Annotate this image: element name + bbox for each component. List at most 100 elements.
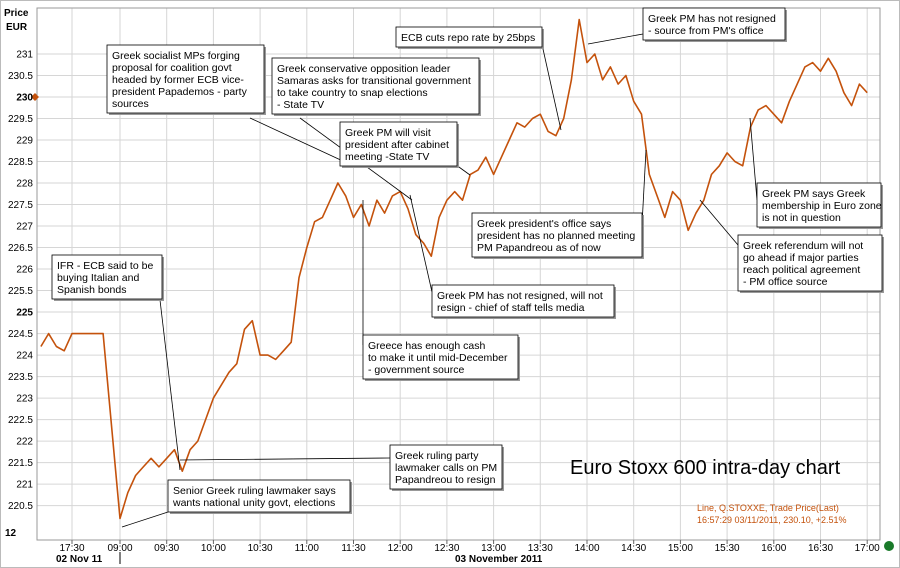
info-text: 16:57:29 03/11/2011, 230.10, +2.51% [697, 515, 847, 525]
y-tick-label: 230 [16, 93, 33, 104]
price-line [40, 18, 868, 520]
current-price-marker [31, 93, 39, 101]
annotation-text: is not in question [762, 212, 841, 224]
annotation-text: wants national unity govt, elections [172, 497, 335, 509]
y-tick-label: 228 [16, 179, 33, 190]
annotation-leader [409, 194, 433, 293]
annotation-box [339, 121, 458, 167]
y-tick-label: 228.5 [8, 157, 33, 168]
annotation-text: headed by former ECB vice- [112, 74, 244, 86]
x-tick-label: 09:30 [154, 543, 179, 554]
annotation-text: reach political agreement [743, 264, 860, 276]
x-tick-label: 17:30 [59, 543, 84, 554]
y-tick-label: 221.5 [8, 458, 33, 469]
annotation-text: proposal for coalition govt [112, 62, 232, 74]
annotation-text: Greek PM says Greek [762, 188, 866, 200]
y-tick-label: 224 [16, 351, 33, 362]
chart-title: Euro Stoxx 600 intra-day chart [570, 457, 841, 479]
x-tick-label: 16:30 [808, 543, 833, 554]
info-text: Line, Q.STOXXE, Trade Price(Last) [697, 503, 839, 513]
y-axis-label: EUR [6, 22, 28, 33]
annotation-text: Senior Greek ruling lawmaker says [173, 485, 336, 497]
annotation-text: president after cabinet [345, 139, 449, 151]
status-dot [884, 541, 894, 551]
y-tick-label: 225 [16, 308, 33, 319]
x-tick-label: 16:00 [761, 543, 786, 554]
annotation-text: president Papademos - party [112, 86, 248, 98]
y-axis-label: Price [4, 8, 29, 19]
x-tick-label: 15:00 [668, 543, 693, 554]
y-tick-label: 222.5 [8, 415, 33, 426]
y-tick-label: 229 [16, 136, 33, 147]
annotation-text: Greece has enough cash [368, 340, 485, 352]
annotation-text: to make it until mid-December [368, 352, 508, 364]
x-tick-label: 14:00 [574, 543, 599, 554]
annotation-text: sources [112, 98, 149, 110]
y-tick-label: 226 [16, 265, 33, 276]
annotation-box [106, 44, 265, 114]
x-tick-label: 12:00 [388, 543, 413, 554]
annotation-text: Greek ruling party [395, 450, 479, 462]
annotation-box [389, 444, 503, 490]
y-tick-label: 231 [16, 50, 33, 61]
annotation-text: Spanish bonds [57, 284, 126, 296]
x-tick-label: 10:30 [248, 543, 273, 554]
annotation-text: Greek PM has not resigned [648, 13, 776, 25]
x-tick-label: 09:00 [107, 543, 132, 554]
annotation-leader [121, 511, 169, 528]
y-tick-label: 226.5 [8, 243, 33, 254]
x-tick-label: 11:00 [295, 543, 320, 554]
annotation-text: resign - chief of staff tells media [437, 302, 585, 314]
y-tick-label: 225.5 [8, 286, 33, 297]
annotation-text: to take country to snap elections [277, 87, 428, 99]
y-axis-bottom-text: 12 [5, 528, 17, 539]
annotation-text: Greek referendum will not [743, 240, 863, 252]
x-tick-label: 13:30 [528, 543, 553, 554]
annotation-text: Papandreou to resign [395, 474, 496, 486]
y-tick-label: 229.5 [8, 114, 33, 125]
annotation-leader [749, 117, 758, 201]
annotation-text: - State TV [277, 99, 324, 111]
annotation-box [167, 479, 351, 513]
date-label: 02 Nov 11 [56, 554, 103, 565]
y-tick-label: 227.5 [8, 200, 33, 211]
x-tick-label: 15:30 [715, 543, 740, 554]
annotation-text: Greek socialist MPs forging [112, 50, 240, 62]
annotation-box [737, 234, 883, 292]
annotation-leader [641, 149, 647, 226]
annotation-leader [699, 199, 739, 246]
annotation-leader [587, 33, 644, 45]
x-tick-label: 14:30 [621, 543, 646, 554]
annotation-text: Greek conservative opposition leader [277, 63, 451, 75]
date-label: 03 November 2011 [455, 554, 543, 565]
series-layer [40, 18, 868, 520]
x-tick-label: 13:00 [481, 543, 506, 554]
annotation-box [642, 7, 786, 41]
y-tick-label: 224.5 [8, 329, 33, 340]
annotation-text: lawmaker calls on PM [395, 462, 497, 474]
annotation-text: president has no planned meeting [477, 230, 635, 242]
annotation-box [271, 57, 480, 115]
annotation-text: Greek president's office says [477, 218, 611, 230]
y-tick-label: 223 [16, 394, 33, 405]
x-tick-label: 11:30 [341, 543, 366, 554]
annotation-text: PM Papandreou as of now [477, 242, 601, 254]
y-tick-label: 220.5 [8, 501, 33, 512]
annotation-box [431, 284, 615, 318]
annotation-text: - government source [368, 364, 464, 376]
annotation-box [362, 334, 519, 380]
annotation-text: IFR - ECB said to be [57, 260, 153, 272]
annotation-text: Greek PM will visit [345, 127, 431, 139]
annotation-leader [157, 282, 181, 471]
annotation-box [471, 212, 643, 258]
y-tick-label: 221 [16, 480, 33, 491]
annotation-text: - PM office source [743, 276, 828, 288]
annotation-box [51, 254, 163, 300]
annotation-text: go ahead if major parties [743, 252, 859, 264]
x-tick-label: 10:00 [201, 543, 226, 554]
annotation-leader [249, 117, 346, 163]
annotation-text: - source from PM's office [648, 25, 764, 37]
annotation-box [395, 26, 543, 48]
annotation-text: Greek PM has not resigned, will not [437, 290, 603, 302]
